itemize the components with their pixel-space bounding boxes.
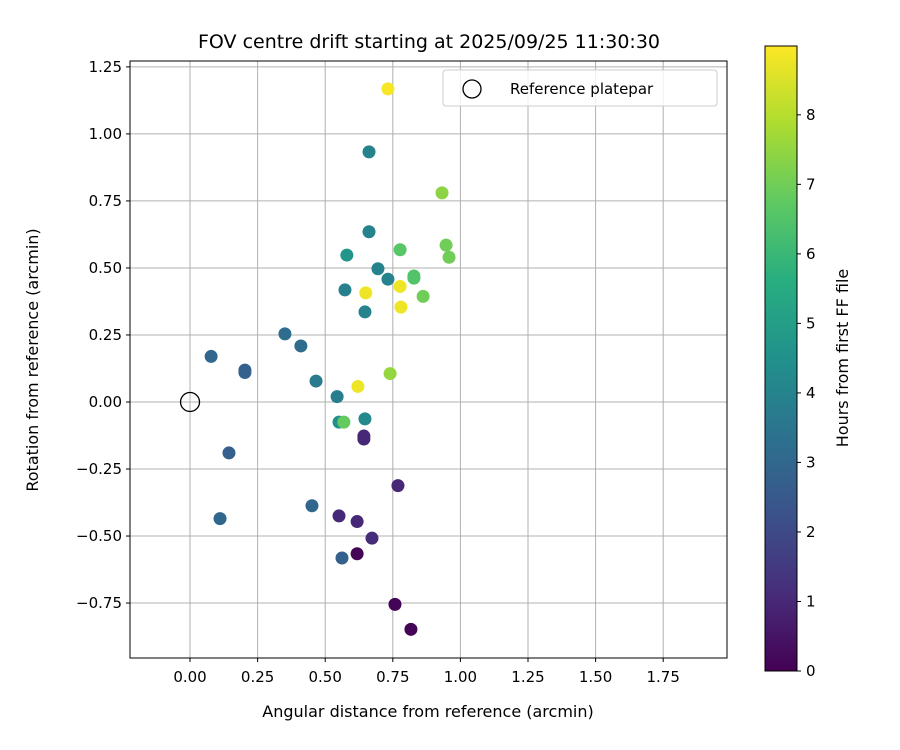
y-tick-label: 1.00 — [89, 125, 122, 143]
data-point — [407, 271, 421, 285]
data-point — [362, 225, 376, 239]
data-point — [383, 367, 397, 381]
data-point — [351, 379, 365, 393]
colorbar-tick-label: 3 — [806, 453, 816, 471]
y-tick-label: 0.25 — [89, 326, 122, 344]
data-point — [381, 272, 395, 286]
reference-point — [179, 391, 201, 413]
y-tick-label: −0.50 — [76, 527, 122, 545]
colorbar — [764, 45, 798, 672]
data-point — [350, 547, 364, 561]
y-tick-label: 0.00 — [89, 393, 122, 411]
data-point — [337, 415, 351, 429]
colorbar-tick-label: 4 — [806, 384, 816, 402]
x-tick-label: 1.50 — [579, 668, 612, 686]
data-point — [439, 238, 453, 252]
data-point — [278, 327, 292, 341]
legend-box — [442, 69, 718, 107]
data-point — [309, 374, 323, 388]
data-point — [213, 512, 227, 526]
x-tick-label: 0.50 — [309, 668, 342, 686]
data-point — [204, 349, 218, 363]
data-point — [381, 82, 395, 96]
data-point — [335, 551, 349, 565]
y-tick-label: −0.75 — [76, 594, 122, 612]
y-tick-label: 0.50 — [89, 259, 122, 277]
y-tick-label: −0.25 — [76, 460, 122, 478]
data-point — [222, 446, 236, 460]
data-point — [393, 279, 407, 293]
colorbar-tick-label: 0 — [806, 662, 816, 680]
data-point — [435, 186, 449, 200]
colorbar-tick-label: 6 — [806, 245, 816, 263]
x-tick-label: 0.00 — [173, 668, 206, 686]
data-point — [358, 305, 372, 319]
data-point — [365, 531, 379, 545]
colorbar-tick-label: 5 — [806, 314, 816, 332]
x-tick-label: 1.25 — [511, 668, 544, 686]
colorbar-tick-label: 1 — [806, 592, 816, 610]
data-point — [332, 509, 346, 523]
data-point — [340, 248, 354, 262]
colorbar-tick-label: 2 — [806, 523, 816, 541]
y-axis-label: Rotation from reference (arcmin) — [23, 228, 42, 491]
x-tick-label: 0.25 — [241, 668, 274, 686]
legend: Reference platepar — [442, 69, 718, 107]
x-tick-label: 0.75 — [376, 668, 409, 686]
x-axis-label: Angular distance from reference (arcmin) — [262, 702, 593, 721]
y-tick-label: 1.25 — [89, 58, 122, 76]
data-point — [393, 243, 407, 257]
data-point — [294, 339, 308, 353]
data-point — [442, 250, 456, 264]
legend-marker — [462, 79, 482, 99]
colorbar-tick-label: 7 — [806, 175, 816, 193]
data-point — [238, 366, 252, 380]
x-tick-label: 1.75 — [646, 668, 679, 686]
legend-label: Reference platepar — [510, 80, 654, 98]
data-point — [359, 286, 373, 300]
plot-frame — [129, 60, 728, 659]
y-tick-label: 0.75 — [89, 192, 122, 210]
data-point — [338, 283, 352, 297]
data-point — [305, 499, 319, 513]
colorbar-tick-label: 8 — [806, 106, 816, 124]
data-point — [394, 300, 408, 314]
data-point — [416, 289, 430, 303]
data-point — [404, 622, 418, 636]
data-point — [357, 432, 371, 446]
data-point — [350, 515, 364, 529]
colorbar-label: Hours from first FF file — [833, 269, 852, 448]
data-point — [358, 412, 372, 426]
data-point — [330, 390, 344, 404]
data-point — [388, 597, 402, 611]
data-point — [391, 479, 405, 493]
data-point — [362, 145, 376, 159]
chart-title: FOV centre drift starting at 2025/09/25 … — [198, 31, 660, 53]
data-point — [371, 262, 385, 276]
x-tick-label: 1.00 — [444, 668, 477, 686]
